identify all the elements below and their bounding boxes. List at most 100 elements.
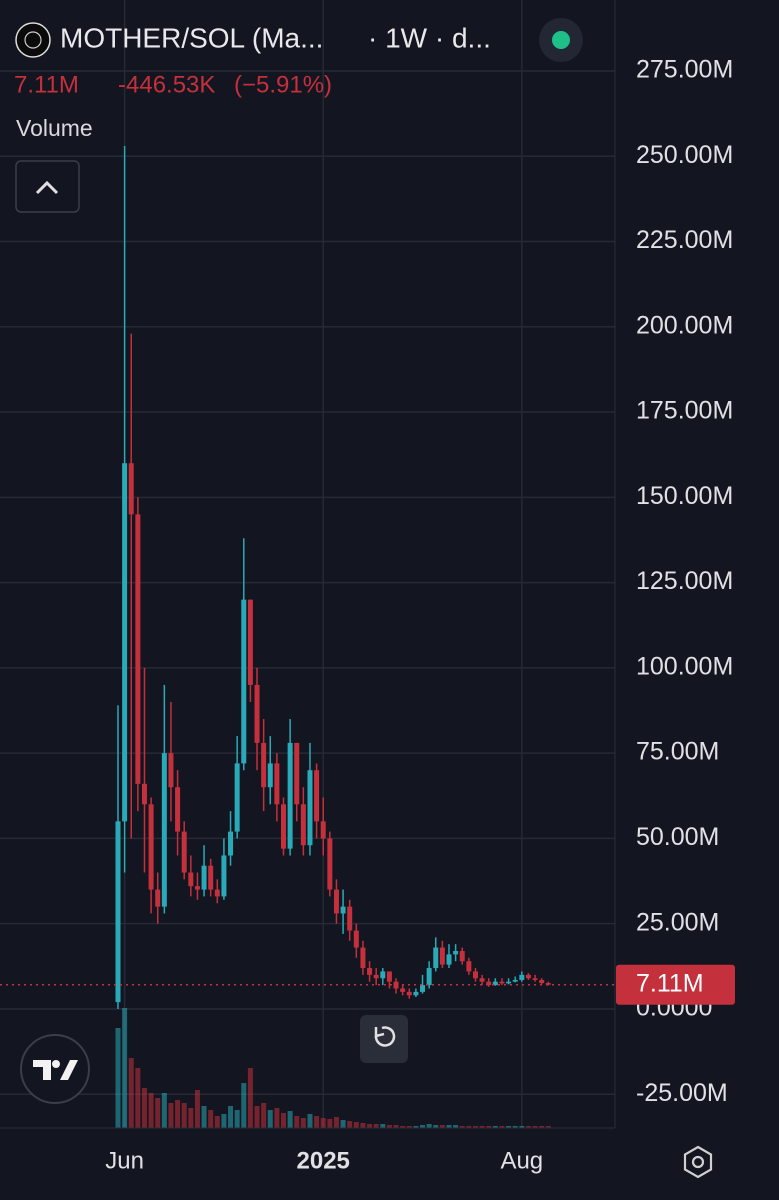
- candle-body: [340, 906, 346, 914]
- volume-bar: [545, 1126, 551, 1128]
- candle-body: [307, 770, 313, 846]
- volume-bar: [373, 1124, 379, 1128]
- volume-bar: [161, 1093, 167, 1128]
- volume-bar: [406, 1126, 412, 1128]
- volume-bar: [340, 1120, 346, 1128]
- volume-bar: [128, 1058, 134, 1128]
- candle-body: [367, 968, 373, 975]
- candle-body: [479, 978, 485, 982]
- volume-bar: [499, 1126, 505, 1128]
- candle-body: [466, 961, 472, 972]
- collapse-button[interactable]: [15, 160, 80, 213]
- candle-body: [433, 947, 439, 969]
- candle-body: [545, 983, 551, 985]
- volume-bar: [141, 1088, 147, 1128]
- volume-bar: [479, 1126, 485, 1128]
- volume-bar: [353, 1122, 359, 1128]
- candle-body: [241, 599, 247, 764]
- volume-bar: [519, 1126, 525, 1128]
- candle-body: [287, 742, 293, 849]
- x-tick-label: 2025: [297, 1147, 350, 1174]
- x-tick-label: Jun: [105, 1147, 144, 1174]
- settings-icon: [683, 1145, 713, 1179]
- settings-button[interactable]: [683, 1145, 713, 1179]
- volume-pane: [115, 1008, 551, 1128]
- candle-body: [439, 947, 445, 965]
- candle-body: [459, 950, 465, 962]
- candle-body: [247, 599, 253, 685]
- candle-body: [327, 838, 333, 890]
- volume-bar: [400, 1126, 406, 1128]
- candle-body: [201, 865, 207, 890]
- volume-bar: [194, 1090, 200, 1128]
- volume-bar: [181, 1103, 187, 1128]
- candle-body: [135, 514, 141, 784]
- volume-bar: [267, 1110, 273, 1128]
- logo-mark: [33, 1060, 78, 1080]
- reset-button[interactable]: [360, 1015, 408, 1063]
- volume-bar: [175, 1100, 181, 1128]
- candle-body: [426, 968, 432, 986]
- candle-body: [181, 831, 187, 873]
- candle-body: [141, 783, 147, 805]
- volume-bar: [247, 1068, 253, 1128]
- y-tick-label: 250.00M: [636, 141, 733, 169]
- volume-bar: [386, 1125, 392, 1128]
- y-tick-label: 75.00M: [636, 738, 719, 766]
- reset-arrow: [374, 1027, 385, 1038]
- candle-body: [380, 971, 386, 979]
- volume-bar: [393, 1125, 399, 1128]
- candle-body: [122, 463, 128, 822]
- tradingview-logo[interactable]: [20, 1034, 90, 1104]
- volume-bar: [314, 1116, 320, 1128]
- volume-bar: [459, 1126, 465, 1128]
- volume-bar: [466, 1126, 472, 1128]
- candle-body: [208, 865, 214, 890]
- candle-body: [373, 974, 379, 979]
- candle-body: [539, 979, 545, 984]
- volume-bar: [426, 1124, 432, 1128]
- candle-body: [161, 753, 167, 907]
- volume-bar: [420, 1125, 426, 1128]
- candle-body: [360, 947, 366, 969]
- candles: [115, 145, 551, 1009]
- candle-body: [267, 763, 273, 788]
- candle-body: [420, 985, 426, 992]
- change: -446.53K: [118, 71, 215, 98]
- candle-body: [261, 742, 267, 788]
- candle-body: [499, 981, 505, 984]
- volume-bar: [294, 1116, 300, 1128]
- last-price-badge: [616, 964, 735, 1005]
- candle-body: [453, 950, 459, 955]
- candle-body: [281, 804, 286, 849]
- y-tick-label: 100.00M: [636, 652, 733, 680]
- candle-body: [446, 954, 452, 965]
- candle-body: [194, 886, 200, 890]
- volume-bar: [208, 1110, 214, 1128]
- volume-bar: [532, 1126, 538, 1128]
- volume-bar: [506, 1126, 512, 1128]
- volume-bar: [115, 1028, 121, 1128]
- volume-bar: [525, 1126, 531, 1128]
- volume-bar: [472, 1126, 478, 1128]
- candle-body: [519, 974, 525, 980]
- volume-bar: [241, 1083, 247, 1128]
- volume-bar: [221, 1114, 227, 1128]
- volume-bar: [486, 1126, 492, 1128]
- axes: 275.00M 250.00M 225.00M 200.00M 175.00M 150.0…: [0, 56, 735, 1174]
- logo-circle: [20, 1034, 90, 1104]
- volume-bar: [439, 1125, 445, 1128]
- volume-bar: [188, 1108, 194, 1128]
- volume-bar: [214, 1116, 220, 1128]
- candle-body: [472, 971, 478, 979]
- last-price-label: 7.11M: [636, 969, 704, 997]
- volume-bar: [347, 1121, 353, 1128]
- volume-bar: [122, 1008, 128, 1128]
- volume-bar: [261, 1103, 267, 1128]
- y-tick-label: 200.00M: [636, 311, 733, 339]
- y-tick-label: 175.00M: [636, 397, 733, 425]
- volume-bar: [320, 1118, 326, 1128]
- candle-body: [214, 889, 220, 897]
- volume-bar: [433, 1125, 439, 1128]
- chevron-up-icon: [35, 180, 59, 195]
